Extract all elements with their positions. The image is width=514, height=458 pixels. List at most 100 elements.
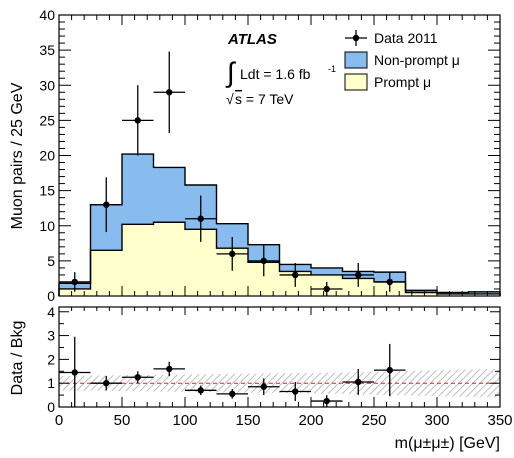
data-point (279, 262, 311, 287)
data-marker (260, 257, 267, 265)
ratio-point (279, 382, 311, 402)
ratio-xtick-label: 50 (114, 412, 131, 429)
ratio-point (216, 389, 248, 399)
integral-sign: ∫ (225, 57, 237, 88)
ratio-marker (166, 365, 173, 373)
prompt-bar (437, 293, 469, 296)
ratio-point (311, 395, 343, 407)
prompt-bar (153, 222, 185, 296)
data-point (90, 177, 122, 233)
ratio-ytick-label: 4 (47, 304, 55, 320)
ratio-marker (260, 383, 267, 390)
lumi-label: Ldt = 1.6 fb (240, 66, 311, 82)
ratio-xtick-label: 0 (55, 412, 63, 429)
legend-data-marker (352, 34, 360, 42)
ratio-marker (103, 379, 110, 387)
data-point (342, 262, 374, 287)
data-marker (166, 89, 173, 96)
main-ytick-label: 40 (39, 7, 55, 23)
ratio-xtick-label: 150 (235, 412, 260, 429)
data-point (374, 272, 406, 292)
main-ytick-label: 25 (39, 112, 55, 128)
ratio-marker (71, 369, 78, 376)
ratio-marker (323, 397, 330, 405)
main-ytick-label: 35 (39, 42, 55, 58)
ratio-xtick-label: 250 (361, 412, 386, 429)
ratio-point (374, 343, 406, 397)
data-marker (71, 278, 78, 286)
prompt-bar (90, 250, 122, 296)
data-marker (134, 117, 141, 124)
prompt-bar (342, 278, 374, 296)
main-ytick-label: 0 (47, 288, 55, 304)
lumi-sup: -1 (328, 64, 336, 74)
ratio-ytick-label: 0 (47, 399, 55, 415)
prompt-bar (122, 224, 154, 296)
prompt-bar (405, 292, 437, 296)
nonprompt-bar (405, 290, 437, 293)
main-panel: 0 5 10 15 20 25 30 35 40 ATLAS ∫ Ldt = 1.6 fb -1 √ s =… (39, 7, 501, 304)
ratio-point (185, 385, 217, 396)
data-point (248, 245, 280, 277)
ratio-point (248, 378, 280, 396)
ratio-marker (197, 387, 204, 394)
main-ytick-label: 10 (39, 218, 55, 234)
experiment-label: ATLAS (227, 31, 277, 48)
data-marker (323, 285, 330, 293)
x-axis-label: m(μ±μ±) [GeV] (395, 435, 500, 452)
main-ylabel: Muon pairs / 25 GeV (9, 82, 26, 229)
legend-entry: Data 2011 (345, 30, 438, 46)
ratio-point (59, 336, 91, 407)
nonprompt-bar (122, 154, 154, 225)
main-ytick-label: 20 (39, 148, 55, 164)
ratio-xtick-label: 200 (298, 412, 323, 429)
data-marker (355, 271, 362, 279)
ratio-ytick-label: 3 (47, 328, 55, 344)
ratio-marker (355, 378, 362, 386)
nonprompt-bar (311, 267, 343, 275)
ratio-ytick-label: 2 (47, 351, 55, 367)
sqrt-sign: √ (226, 91, 234, 107)
nonprompt-bar (468, 291, 500, 294)
data-marker (197, 215, 204, 222)
legend-label: Data 2011 (374, 30, 438, 46)
nonprompt-bar (153, 167, 185, 223)
main-ytick-label: 5 (47, 253, 55, 269)
data-point (311, 281, 343, 296)
nonprompt-bar (437, 292, 469, 294)
prompt-bar (59, 288, 91, 296)
ratio-xtick-label: 350 (487, 412, 512, 429)
ratio-point (90, 376, 122, 391)
ratio-point (342, 368, 374, 396)
main-ytick-label: 30 (39, 77, 55, 93)
data-point (122, 85, 154, 156)
data-point (185, 195, 217, 242)
legend-label: Prompt μ (374, 74, 431, 90)
ratio-marker (229, 390, 236, 398)
ratio-ylabel: Data / Bkg (9, 321, 26, 396)
prompt-bar (468, 293, 500, 296)
data-marker (229, 250, 236, 258)
data-marker (103, 201, 110, 208)
ratio-marker (292, 388, 299, 395)
data-point (153, 51, 185, 134)
data-point (216, 236, 248, 271)
ratio-point (122, 371, 154, 384)
legend-entry: Non-prompt μ (344, 51, 460, 69)
data-marker (386, 278, 393, 286)
data-marker (292, 271, 299, 279)
legend-swatch (344, 73, 368, 91)
ratio-xtick-label: 300 (424, 412, 449, 429)
ratio-ytick-label: 1 (47, 375, 55, 391)
ratio-xtick-label: 100 (172, 412, 197, 429)
ratio-marker (386, 366, 393, 374)
legend-entry: Prompt μ (344, 73, 431, 91)
energy-label: s = 7 TeV (235, 91, 294, 107)
data-point (59, 272, 91, 292)
main-ytick-label: 15 (39, 183, 55, 199)
ratio-point (153, 361, 185, 377)
ratio-frame (58, 306, 501, 408)
ratio-marker (134, 374, 141, 381)
legend-swatch (344, 51, 368, 69)
